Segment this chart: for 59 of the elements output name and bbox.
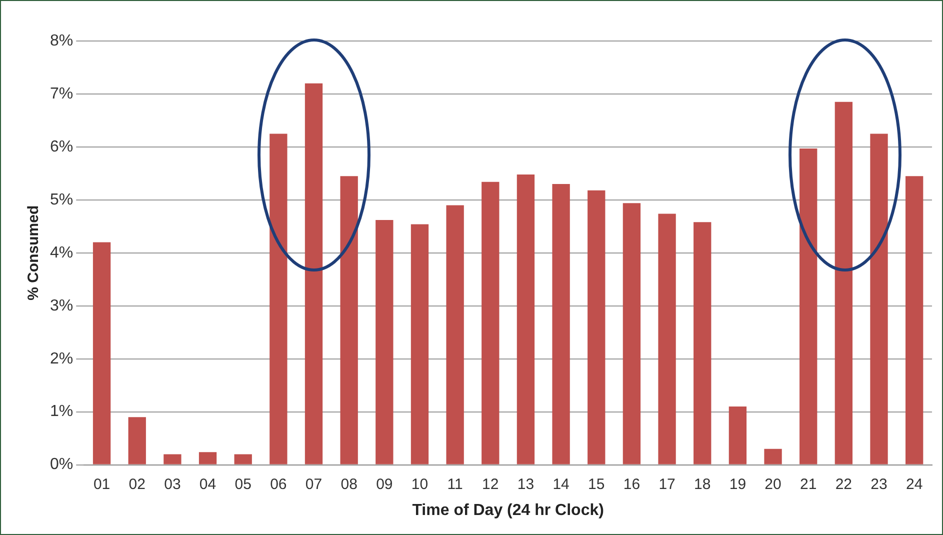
bar bbox=[304, 83, 323, 464]
bar bbox=[800, 148, 818, 464]
bar bbox=[482, 182, 500, 464]
x-tick-label: 06 bbox=[270, 476, 287, 493]
bar bbox=[516, 174, 535, 464]
x-tick-label: 16 bbox=[623, 476, 640, 493]
bar bbox=[694, 222, 712, 464]
x-tick-label: 22 bbox=[835, 476, 852, 493]
bar bbox=[588, 190, 606, 464]
bar bbox=[376, 220, 394, 464]
x-tick-label: 05 bbox=[234, 476, 252, 493]
bar bbox=[340, 176, 358, 464]
x-tick-label: 24 bbox=[906, 476, 923, 493]
x-tick-label: 08 bbox=[340, 476, 358, 493]
x-axis-title: Time of Day (24 hr Clock) bbox=[412, 502, 604, 519]
bar bbox=[128, 417, 146, 464]
x-tick-label: 01 bbox=[93, 476, 110, 493]
y-tick-label: 5% bbox=[50, 191, 74, 208]
bar bbox=[198, 452, 217, 464]
x-tick-label: 03 bbox=[164, 476, 181, 493]
x-tick-label: 11 bbox=[447, 476, 463, 493]
x-tick-label: 15 bbox=[588, 476, 605, 493]
bar bbox=[552, 184, 570, 464]
y-tick-label: 7% bbox=[50, 85, 74, 102]
x-tick-label: 09 bbox=[376, 476, 393, 493]
x-tick-label: 07 bbox=[305, 476, 322, 493]
y-axis-title: % Consumed bbox=[25, 205, 42, 300]
bar bbox=[658, 214, 676, 464]
x-tick-label: 02 bbox=[128, 476, 146, 493]
x-tick-label: 23 bbox=[870, 476, 888, 493]
bar bbox=[728, 406, 747, 464]
y-tick-label: 1% bbox=[50, 403, 74, 420]
x-tick-label: 14 bbox=[552, 476, 570, 493]
x-tick-label: 13 bbox=[517, 476, 534, 493]
bar bbox=[622, 203, 641, 464]
y-tick-label: 4% bbox=[50, 244, 74, 262]
bar bbox=[270, 134, 288, 464]
x-tick-label: 20 bbox=[764, 476, 782, 493]
x-tick-label: 19 bbox=[729, 476, 746, 493]
x-tick-label: 04 bbox=[199, 476, 216, 493]
y-tick-label: 2% bbox=[50, 350, 74, 368]
bar bbox=[410, 224, 429, 464]
bar bbox=[764, 448, 782, 464]
bar bbox=[234, 454, 252, 464]
x-tick-label: 21 bbox=[800, 476, 817, 493]
x-tick-label: 10 bbox=[411, 476, 428, 493]
bar bbox=[92, 242, 111, 464]
x-tick-label: 17 bbox=[658, 476, 676, 493]
bar bbox=[446, 205, 464, 464]
x-tick-label: 12 bbox=[482, 476, 499, 493]
y-tick-label: 6% bbox=[50, 138, 74, 156]
y-tick-label: 0% bbox=[50, 456, 74, 474]
x-tick-label: 18 bbox=[694, 476, 711, 493]
y-tick-label: 3% bbox=[50, 297, 74, 314]
bar bbox=[906, 176, 924, 464]
bar bbox=[870, 134, 888, 464]
y-tick-label: 8% bbox=[50, 32, 74, 50]
bar bbox=[834, 102, 853, 464]
bar bbox=[164, 454, 182, 464]
